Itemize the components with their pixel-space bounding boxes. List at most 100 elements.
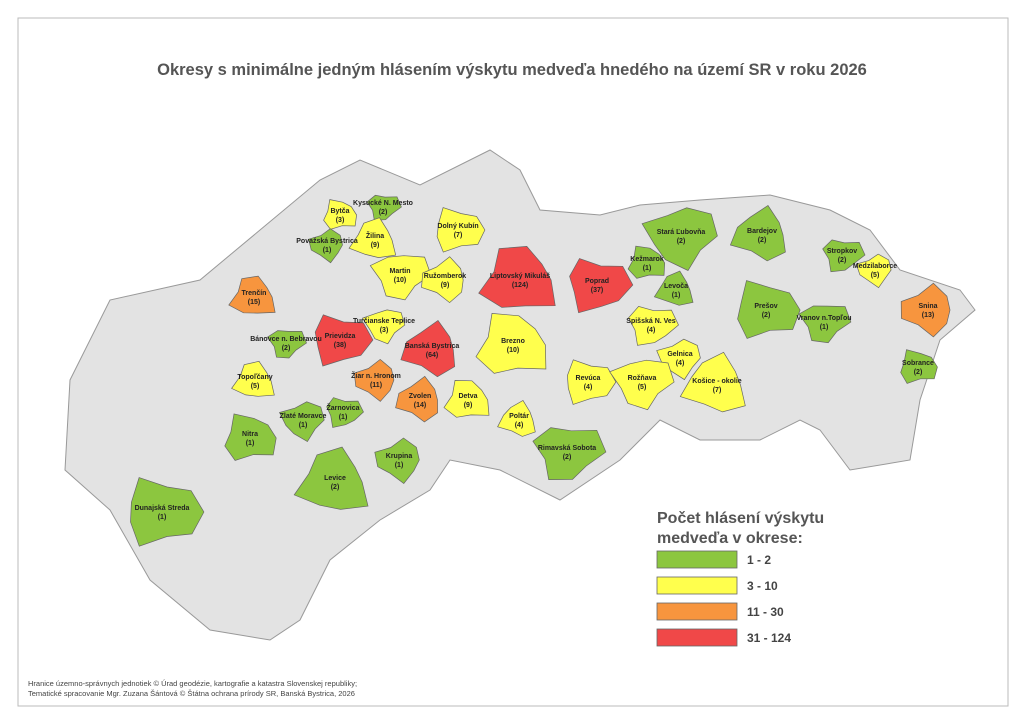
district-count: (124) xyxy=(512,282,528,289)
district-name: Bánovce n. Bebravou xyxy=(250,336,322,343)
district-count: (1) xyxy=(672,292,681,299)
district-name: Žarnovica xyxy=(326,403,359,412)
district-count: (1) xyxy=(158,514,167,521)
district-count: (4) xyxy=(676,360,685,367)
district xyxy=(231,360,275,397)
legend-swatch xyxy=(656,602,738,621)
district-name: Martin xyxy=(390,268,411,275)
district-count: (7) xyxy=(713,387,722,394)
district-count: (11) xyxy=(370,382,382,389)
district xyxy=(567,359,617,405)
legend: Počet hlásení výskytu medveďa v okrese: 1 … xyxy=(656,510,824,647)
legend-swatch xyxy=(656,550,738,569)
district-count: (64) xyxy=(426,352,438,359)
district xyxy=(900,349,938,384)
district-name: Vranov n.Topľou xyxy=(796,315,851,322)
district-count: (5) xyxy=(638,384,647,391)
district-name: Sobrance xyxy=(902,360,934,367)
district-count: (1) xyxy=(820,324,829,331)
district xyxy=(369,255,432,301)
district-count: (38) xyxy=(334,342,346,349)
district-count: (9) xyxy=(441,282,450,289)
district-name: Banská Bystrica xyxy=(405,343,460,350)
district xyxy=(475,313,547,374)
district-name: Považská Bystrica xyxy=(296,238,358,245)
district-name: Bardejov xyxy=(747,228,777,235)
district-name: Poprad xyxy=(585,278,609,285)
legend-label: 31 - 124 xyxy=(747,631,791,645)
district xyxy=(323,199,357,230)
district-count: (4) xyxy=(647,327,656,334)
district xyxy=(497,400,536,437)
district xyxy=(308,228,343,264)
district-count: (2) xyxy=(677,238,686,245)
district xyxy=(314,314,374,367)
district-name: Žiar n. Hronom xyxy=(351,371,401,380)
district xyxy=(267,330,307,359)
district xyxy=(366,194,402,221)
district-count: (10) xyxy=(507,347,519,354)
district-count: (4) xyxy=(584,384,593,391)
district-name: Revúca xyxy=(576,375,601,382)
district-name: Nitra xyxy=(242,431,258,438)
district xyxy=(679,351,746,413)
district-name: Dolný Kubín xyxy=(437,223,478,230)
district-count: (15) xyxy=(248,299,260,306)
district-count: (13) xyxy=(922,312,934,319)
district-name: Medzilaborce xyxy=(853,263,897,270)
district xyxy=(628,306,679,346)
district-name: Košice - okolie xyxy=(692,378,742,385)
district-count: (9) xyxy=(464,402,473,409)
district-name: Bytča xyxy=(330,208,349,215)
district xyxy=(737,280,801,339)
district xyxy=(224,413,277,461)
district-name: Stropkov xyxy=(827,248,857,255)
footer-line: Hranice územno-správnych jednotiek © Úra… xyxy=(28,679,357,688)
district-count: (1) xyxy=(299,422,308,429)
district-name: Krupina xyxy=(386,453,413,460)
district-name: Topoľčany xyxy=(237,374,272,381)
district xyxy=(326,397,364,428)
legend-swatch xyxy=(656,628,738,647)
district xyxy=(798,305,852,344)
district-count: (1) xyxy=(395,462,404,469)
district xyxy=(641,207,718,271)
district-count: (10) xyxy=(394,277,406,284)
district-name: Rimavská Sobota xyxy=(538,445,596,452)
district-count: (2) xyxy=(762,312,771,319)
legend-title: Počet hlásení výskytu xyxy=(657,510,824,527)
district-name: Turčianske Teplice xyxy=(353,318,415,325)
district xyxy=(395,375,438,423)
district-count: (1) xyxy=(246,440,255,447)
district xyxy=(478,246,556,308)
district xyxy=(653,270,694,306)
district-count: (2) xyxy=(379,209,388,216)
district-count: (2) xyxy=(563,454,572,461)
footer-line: Tematické spracovanie Mgr. Zuzana Šántov… xyxy=(28,689,355,698)
district-count: (2) xyxy=(282,345,291,352)
district-name: Zlaté Moravce xyxy=(280,413,327,420)
district xyxy=(900,282,951,338)
legend-label: 3 - 10 xyxy=(747,579,778,593)
district-count: (2) xyxy=(331,484,340,491)
district xyxy=(443,380,490,418)
district-count: (14) xyxy=(414,402,426,409)
district-name: Gelnica xyxy=(667,351,692,358)
district-name: Snina xyxy=(918,303,937,310)
district-name: Poltár xyxy=(509,413,529,420)
district-name: Prievidza xyxy=(325,333,356,340)
district-name: Detva xyxy=(458,393,477,400)
district xyxy=(374,437,420,484)
district xyxy=(293,446,369,510)
district xyxy=(822,239,866,273)
district-count: (9) xyxy=(371,242,380,249)
district-count: (1) xyxy=(643,265,652,272)
district-count: (5) xyxy=(251,383,260,390)
district xyxy=(436,207,486,253)
district xyxy=(348,217,397,258)
district-count: (2) xyxy=(758,237,767,244)
district-name: Zvolen xyxy=(409,393,432,400)
district-count: (4) xyxy=(515,422,524,429)
district-name: Kysucké N. Mesto xyxy=(353,200,413,207)
